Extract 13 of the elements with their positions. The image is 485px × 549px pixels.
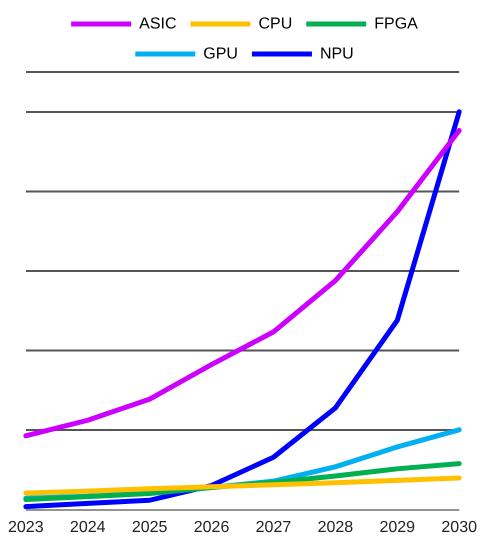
x-tick-label: 2026 xyxy=(194,518,230,536)
legend-label: NPU xyxy=(320,45,354,62)
x-tick-label: 2023 xyxy=(8,518,44,536)
legend-label: ASIC xyxy=(139,15,176,32)
x-tick-label: 2025 xyxy=(132,518,168,536)
legend-label: FPGA xyxy=(374,15,418,32)
x-tick-label: 2028 xyxy=(318,518,354,536)
x-tick-label: 2029 xyxy=(379,518,416,536)
x-tick-label: 2024 xyxy=(70,518,106,536)
legend-label: CPU xyxy=(258,15,292,32)
x-tick-label: 2027 xyxy=(256,518,292,536)
x-tick-label: 2030 xyxy=(441,518,478,536)
legend-label: GPU xyxy=(203,45,238,62)
